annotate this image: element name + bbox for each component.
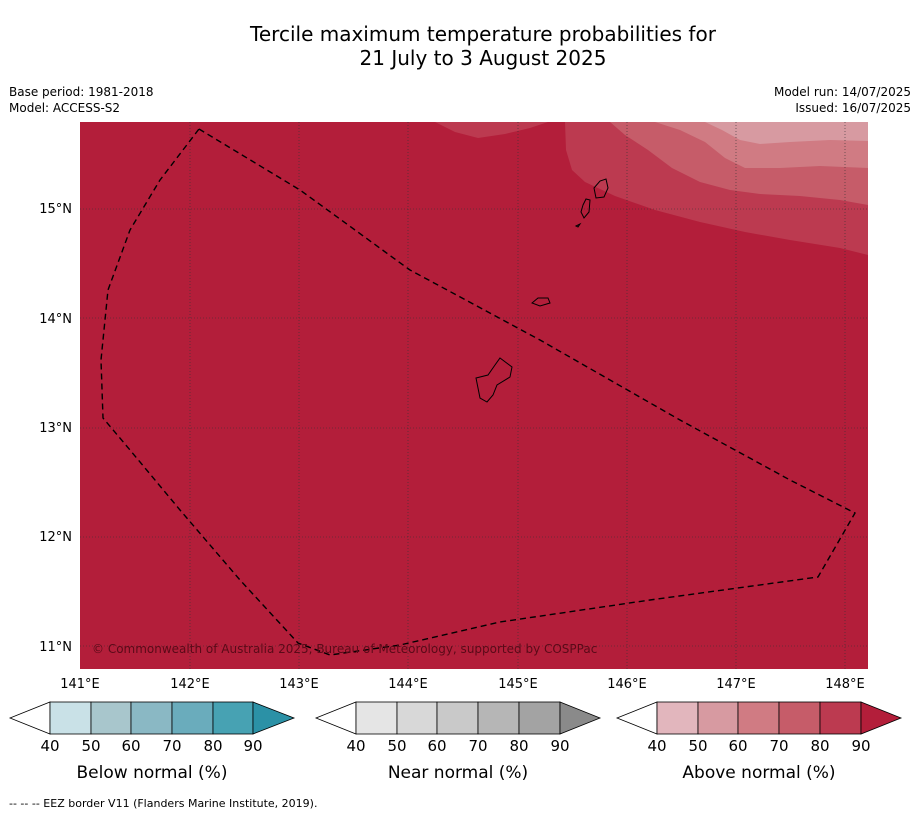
colorbar-tick: 90 <box>550 737 569 755</box>
colorbar-tick: 60 <box>427 737 446 755</box>
colorbar-tick: 70 <box>769 737 788 755</box>
colorbar-below-min-arrow <box>8 701 51 735</box>
colorbar-below-seg <box>90 701 132 735</box>
colorbar-tick: 70 <box>468 737 487 755</box>
islands <box>475 178 609 403</box>
longitude-labels: 141°E 142°E 143°E 144°E 145°E 146°E 147°… <box>60 677 865 692</box>
lat-label: 12°N <box>39 530 72 545</box>
chart-title: Tercile maximum temperature probabilitie… <box>0 22 919 70</box>
colorbar-tick: 40 <box>40 737 59 755</box>
colorbar-near-seg <box>477 701 520 735</box>
island-aguijan <box>574 222 582 228</box>
lon-label: 141°E <box>60 677 100 692</box>
colorbar-tick: 80 <box>810 737 829 755</box>
lon-label: 142°E <box>170 677 210 692</box>
contour-50 <box>705 122 868 144</box>
island-saipan <box>593 178 609 199</box>
probability-contours <box>435 122 868 255</box>
base-period: Base period: 1981-2018 <box>9 85 154 99</box>
island-rota <box>531 297 551 307</box>
colorbar-tick: 50 <box>81 737 100 755</box>
gridlines <box>80 122 868 669</box>
copyright-notice: © Commonwealth of Australia 2025, Bureau… <box>92 642 597 656</box>
colorbar-above-seg <box>778 701 821 735</box>
lat-label: 13°N <box>39 421 72 436</box>
lon-label: 147°E <box>716 677 756 692</box>
footer-note: -- -- -- EEZ border V11 (Flanders Marine… <box>9 797 318 810</box>
title-line-1: Tercile maximum temperature probabilitie… <box>250 22 716 46</box>
colorbar-below-seg <box>171 701 214 735</box>
colorbar-above-seg <box>656 701 699 735</box>
colorbar-near-seg <box>518 701 561 735</box>
colorbar-below: 40 50 60 70 80 90 Below normal (%) <box>8 701 296 783</box>
colorbar-tick: 90 <box>851 737 870 755</box>
colorbar-above-max-arrow <box>860 701 903 735</box>
colorbar-near-seg <box>436 701 479 735</box>
colorbar-above-seg <box>737 701 780 735</box>
colorbar-below-max-arrow <box>252 701 296 735</box>
island-tinian <box>580 198 591 219</box>
colorbar-tick: 50 <box>688 737 707 755</box>
issued-date: Issued: 16/07/2025 <box>795 101 911 115</box>
colorbar-above-seg <box>819 701 862 735</box>
lat-label: 14°N <box>39 312 72 327</box>
lon-label: 145°E <box>498 677 538 692</box>
contour-80-top <box>435 122 548 138</box>
title-line-2: 21 July to 3 August 2025 <box>359 46 607 70</box>
colorbar-tick: 50 <box>387 737 406 755</box>
colorbar-near-min-arrow <box>314 701 357 735</box>
colorbar-title: Near normal (%) <box>388 763 528 783</box>
meta-left: Base period: 1981-2018 Model: ACCESS-S2 <box>9 84 154 116</box>
colorbar-tick: 80 <box>203 737 222 755</box>
colorbar-tick: 90 <box>243 737 262 755</box>
colorbar-near-max-arrow <box>559 701 602 735</box>
colorbar-above-min-arrow <box>615 701 658 735</box>
lon-label: 143°E <box>279 677 319 692</box>
colorbar-tick: 40 <box>346 737 365 755</box>
colorbar-below-seg <box>212 701 254 735</box>
colorbar-tick: 80 <box>509 737 528 755</box>
lon-label: 144°E <box>388 677 428 692</box>
colorbar-below-seg <box>130 701 173 735</box>
colorbar-tick: 40 <box>647 737 666 755</box>
latitude-labels: 15°N 14°N 13°N 12°N 11°N <box>39 202 72 655</box>
colorbar-above: 40 50 60 70 80 90 Above normal (%) <box>615 701 903 783</box>
colorbar-title: Above normal (%) <box>682 763 835 783</box>
meta-right: Model run: 14/07/2025 Issued: 16/07/2025 <box>774 84 911 116</box>
colorbar-below-seg <box>49 701 92 735</box>
colorbar-above-seg <box>697 701 739 735</box>
colorbar-near-seg <box>396 701 438 735</box>
colorbar-title: Below normal (%) <box>77 763 228 783</box>
colorbar-tick: 60 <box>121 737 140 755</box>
lat-label: 15°N <box>39 202 72 217</box>
colorbar-tick: 60 <box>728 737 747 755</box>
model-run: Model run: 14/07/2025 <box>773 85 911 99</box>
colorbar-near: 40 50 60 70 80 90 Near normal (%) <box>314 701 602 783</box>
model-name: Model: ACCESS-S2 <box>9 101 121 115</box>
lon-label: 146°E <box>607 677 647 692</box>
island-guam <box>475 357 513 403</box>
colorbar-tick: 70 <box>162 737 181 755</box>
colorbar-near-seg <box>355 701 398 735</box>
eez-border <box>100 128 856 656</box>
lon-label: 148°E <box>825 677 865 692</box>
lat-label: 11°N <box>39 640 72 655</box>
